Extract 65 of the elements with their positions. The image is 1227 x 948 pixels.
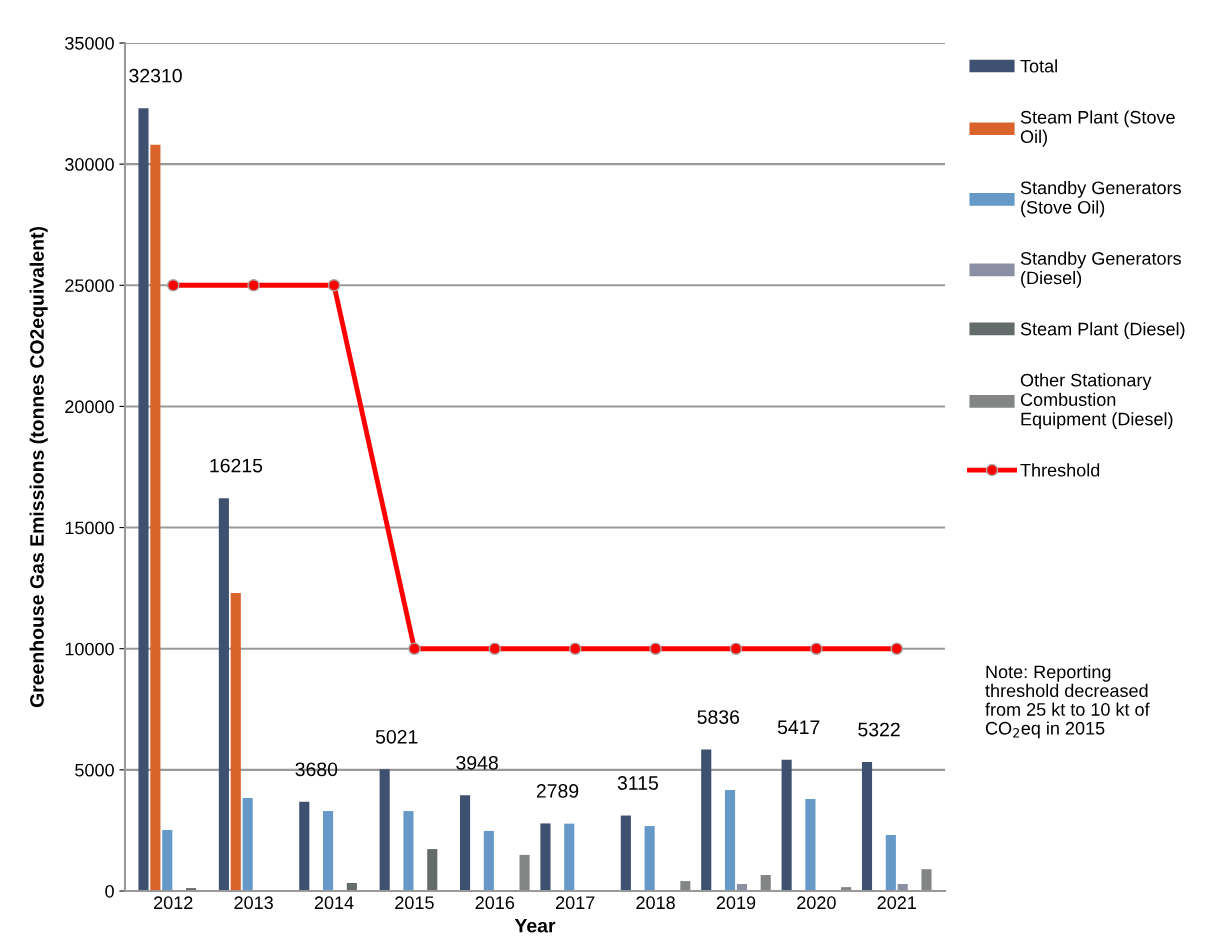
bar [483, 830, 494, 891]
bar [620, 815, 631, 891]
bar [724, 789, 736, 891]
bar [242, 797, 253, 891]
bar [644, 826, 655, 891]
legend-label: Threshold [1020, 463, 1100, 477]
text: Note: Reporting threshold decreased from 25 kt to 10 kt of CO$_{2}$eq in 2015 [985, 665, 1150, 739]
bar [564, 823, 575, 891]
bar [150, 144, 161, 891]
x-tick-label: 2021 [877, 896, 916, 910]
bar [162, 829, 173, 891]
data-label: 32310 [129, 68, 182, 83]
data-label: 16215 [210, 458, 263, 473]
bar [299, 801, 310, 891]
bar [519, 854, 530, 891]
bar [460, 795, 471, 891]
y-tick-label: 5000 [75, 763, 114, 777]
bar [680, 881, 691, 891]
x-tick-label: 2012 [154, 896, 193, 910]
legend-label: Standby Generators (Stove Oil) [1020, 180, 1181, 218]
legend-label: Steam Plant (Diesel) [1020, 322, 1185, 339]
bar [427, 849, 438, 891]
x-tick-label: 2013 [234, 896, 273, 910]
y-tick-label: 25000 [65, 279, 114, 293]
bar [760, 875, 771, 891]
bar [323, 811, 334, 891]
x-tick-label: 2019 [716, 896, 756, 910]
bar [701, 749, 712, 891]
bar [403, 811, 414, 891]
y-tick-label: 35000 [65, 36, 114, 50]
bar [861, 762, 873, 891]
data-label: 5417 [777, 720, 820, 735]
y-axis-title: Greenhouse Gas Emissions (tonnes CO2equivalent) [29, 226, 48, 708]
x-axis-title: Year [514, 918, 556, 933]
legend-label: Standby Generators (Diesel) [1020, 251, 1181, 288]
x-tick-label: 2018 [636, 896, 675, 910]
bar [540, 823, 551, 891]
x-tick-label: 2020 [797, 896, 836, 910]
data-label: 5836 [697, 710, 740, 724]
data-label: 5021 [375, 729, 418, 744]
y-tick-label: 15000 [65, 521, 114, 535]
x-tick-label: 2014 [314, 896, 354, 910]
bar [230, 592, 241, 891]
bar [138, 108, 149, 891]
data-label: 3948 [456, 755, 498, 770]
y-tick-label: 10000 [65, 642, 114, 656]
bar [805, 798, 816, 891]
data-label: 2789 [536, 784, 579, 798]
y-tick-label: 0 [105, 884, 114, 898]
legend-label: Total [1020, 59, 1057, 73]
bar [781, 759, 792, 891]
bar [921, 869, 932, 891]
x-tick-label: 2017 [556, 896, 595, 910]
bar [885, 835, 896, 891]
bar [379, 769, 390, 891]
x-tick-label: 2016 [475, 896, 515, 910]
x-tick-label: 2015 [395, 896, 434, 910]
data-label: 3115 [617, 776, 658, 790]
y-tick-label: 30000 [65, 158, 114, 171]
bar [218, 498, 229, 891]
legend-label: Steam Plant (Stove Oil) [1020, 110, 1175, 147]
data-label: 3680 [295, 762, 338, 777]
legend-label: Other Stationary Combustion Equipment (Diesel) [1020, 373, 1173, 430]
data-label: 5322 [858, 722, 900, 737]
y-tick-label: 20000 [65, 400, 114, 414]
